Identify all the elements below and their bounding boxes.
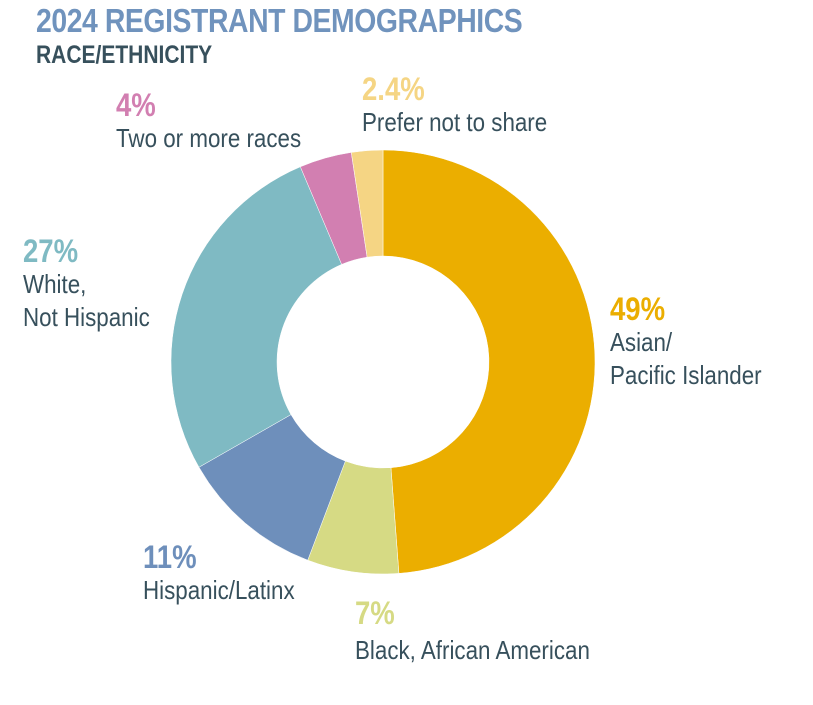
- label-black: 7% Black, African American: [355, 596, 590, 667]
- chart-subtitle: RACE/ETHNICITY: [36, 41, 213, 69]
- label-asian-name-1: Asian/: [610, 327, 673, 357]
- label-white-pct: 27%: [23, 233, 79, 269]
- label-two-or-more-name: Two or more races: [116, 123, 302, 153]
- label-asian: 49% Asian/ Pacific Islander: [610, 292, 762, 392]
- label-hispanic: 11% Hispanic/Latinx: [143, 540, 295, 607]
- label-two-or-more: 4% Two or more races: [116, 88, 301, 155]
- label-white-name-1: White,: [23, 269, 87, 299]
- label-asian-name-2: Pacific Islander: [610, 360, 762, 390]
- label-hispanic-name: Hispanic/Latinx: [143, 575, 295, 605]
- slice-asian: [382, 149, 596, 574]
- label-hispanic-pct: 11%: [143, 539, 197, 575]
- label-prefer-not-pct: 2.4%: [362, 71, 425, 107]
- label-black-name: Black, African American: [355, 635, 590, 665]
- slice-prefer-not: [350, 149, 384, 258]
- slice-white: [170, 166, 342, 468]
- label-prefer-not-name: Prefer not to share: [362, 107, 548, 137]
- label-white-name-2: Not Hispanic: [23, 302, 150, 332]
- label-black-pct: 7%: [355, 595, 395, 631]
- label-asian-pct: 49%: [610, 291, 666, 327]
- label-prefer-not: 2.4% Prefer not to share: [362, 72, 547, 139]
- label-white: 27% White, Not Hispanic: [23, 234, 150, 334]
- label-two-or-more-pct: 4%: [116, 87, 156, 123]
- chart-title: 2024 REGISTRANT DEMOGRAPHICS: [36, 2, 523, 39]
